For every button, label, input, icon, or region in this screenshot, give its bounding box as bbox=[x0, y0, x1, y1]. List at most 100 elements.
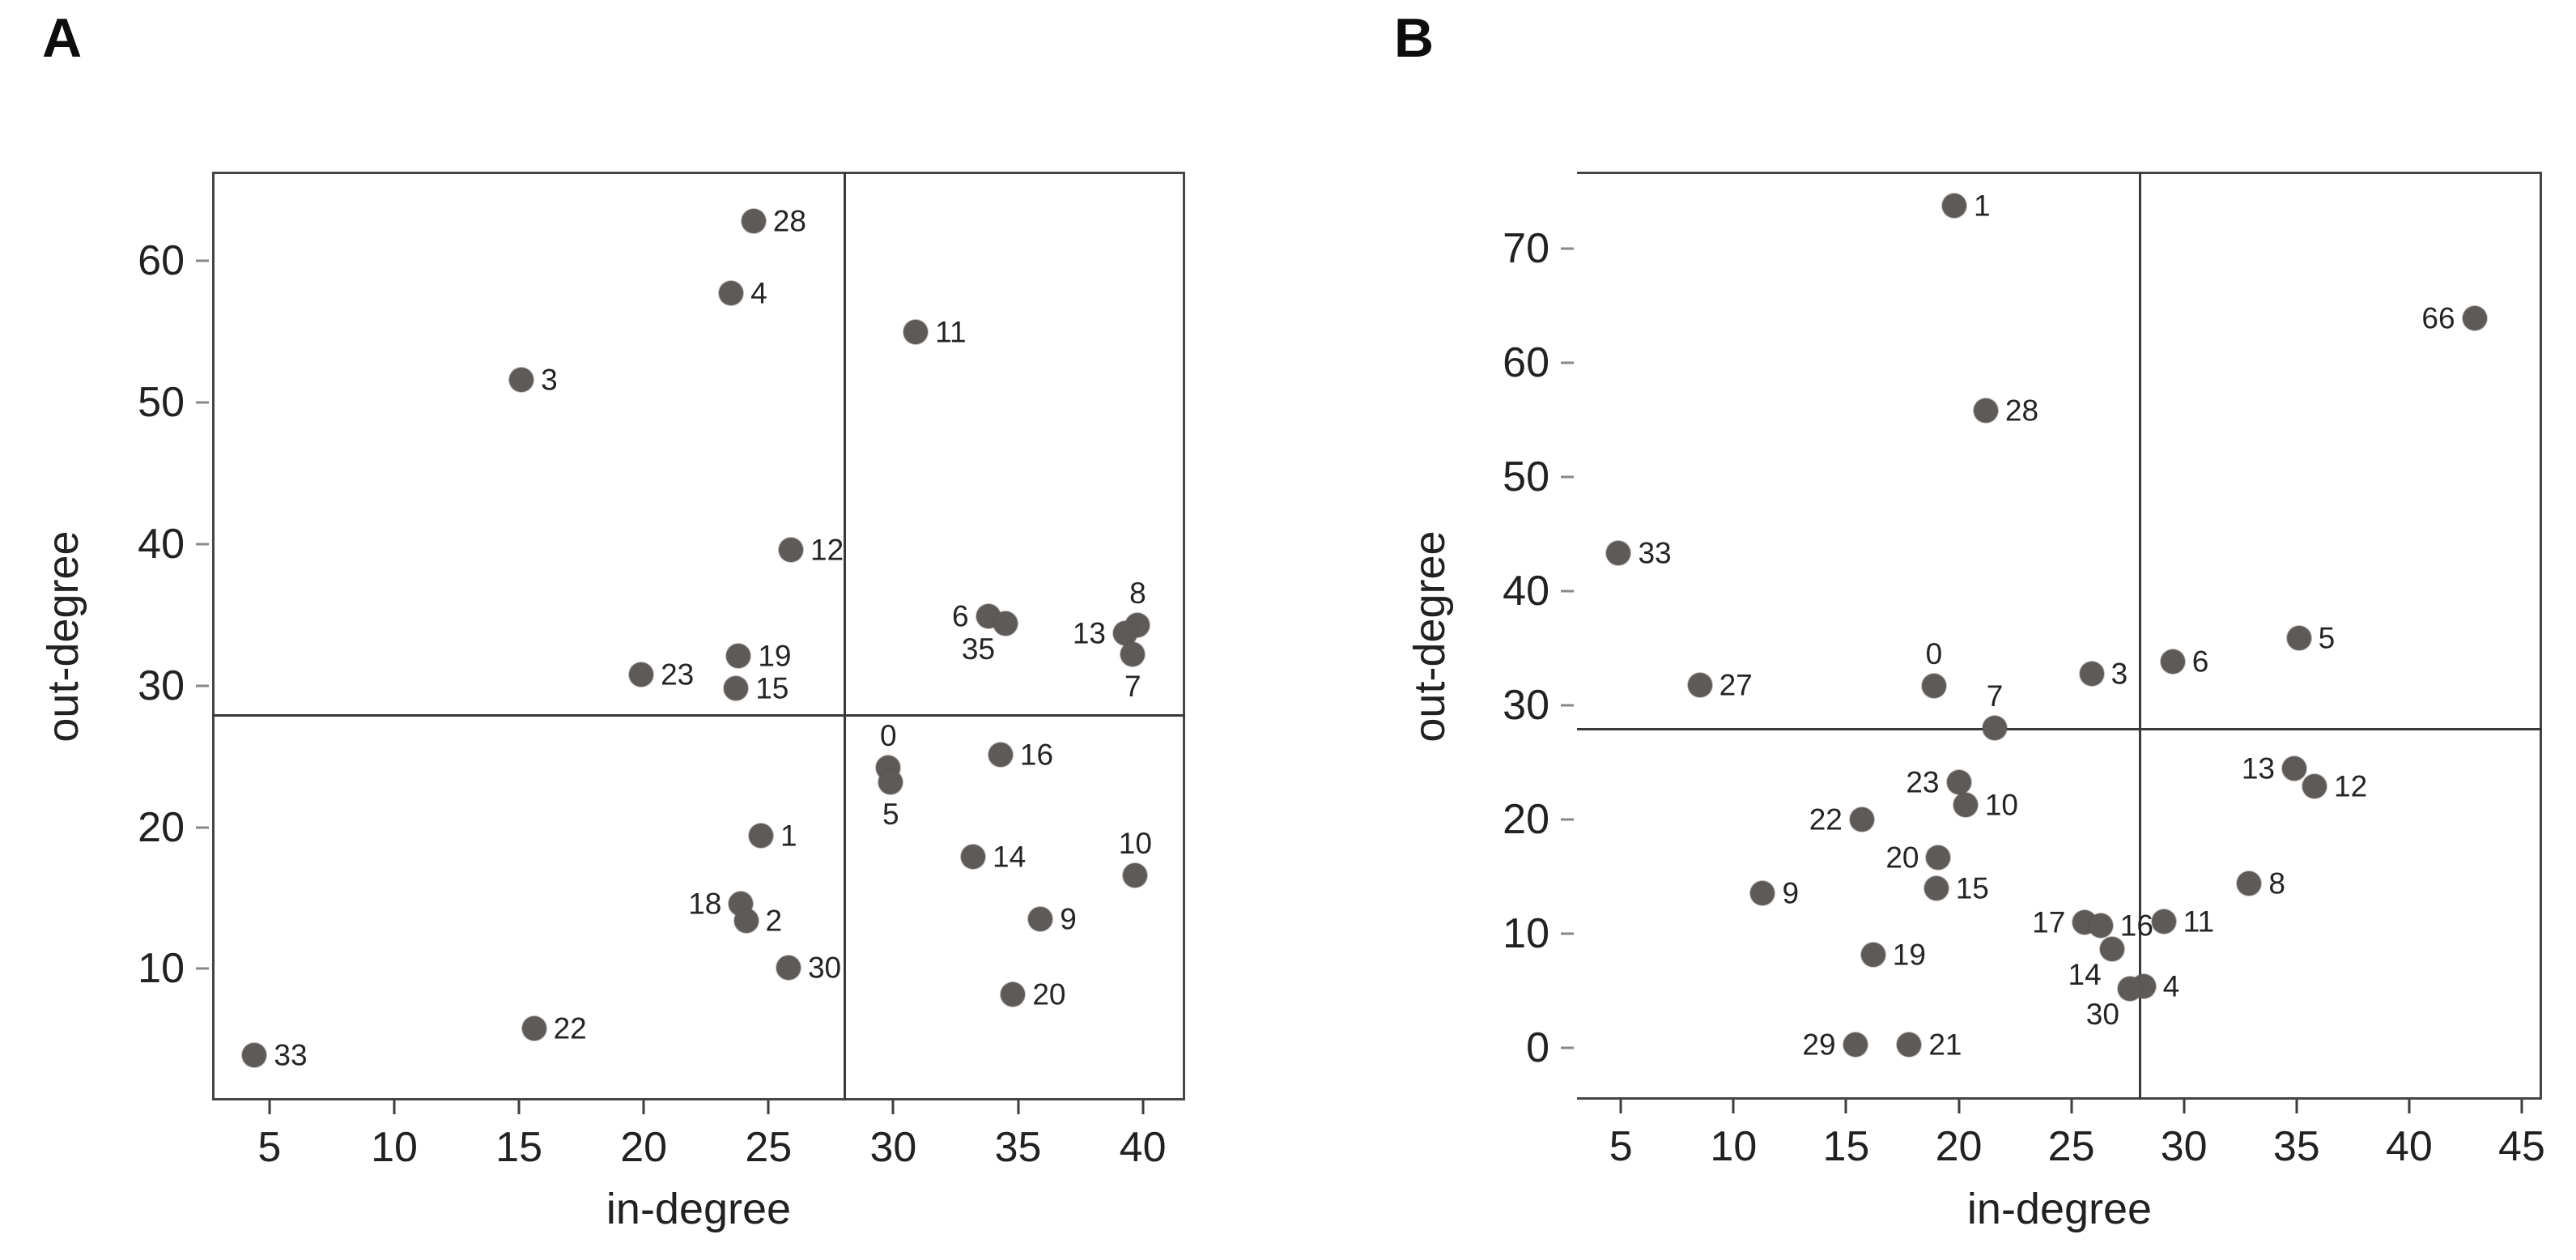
x-tick-a bbox=[393, 1100, 396, 1114]
scatter-point bbox=[2282, 756, 2306, 781]
scatter-point bbox=[741, 209, 766, 234]
point-label: 12 bbox=[2334, 769, 2368, 803]
x-tick-a bbox=[767, 1100, 770, 1114]
scatter-point bbox=[629, 662, 654, 687]
panel-letter-a: A bbox=[42, 7, 83, 69]
point-label: 2 bbox=[765, 904, 783, 938]
x-axis-title-a: in-degree bbox=[606, 1185, 792, 1233]
point-label: 3 bbox=[541, 363, 558, 397]
scatter-point bbox=[2151, 909, 2176, 934]
point-label: 29 bbox=[1802, 1028, 1836, 1062]
y-tick-label-b: 50 bbox=[1503, 453, 1549, 500]
point-label: 9 bbox=[1782, 876, 1800, 910]
y-tick-b bbox=[1561, 590, 1574, 593]
scatter-point bbox=[1028, 907, 1053, 932]
point-label: 15 bbox=[755, 671, 789, 705]
scatter-point bbox=[242, 1043, 267, 1068]
scatter-point bbox=[1860, 942, 1885, 967]
point-label: 14 bbox=[993, 840, 1027, 874]
point-label: 14 bbox=[2068, 957, 2102, 991]
scatter-point bbox=[1113, 621, 1138, 645]
x-tick-label-a: 15 bbox=[495, 1124, 542, 1171]
scatter-point bbox=[1926, 845, 1951, 870]
point-label: 35 bbox=[961, 632, 996, 666]
point-label: 33 bbox=[274, 1038, 308, 1072]
y-tick-a bbox=[196, 401, 209, 404]
point-label: 7 bbox=[1124, 670, 1141, 704]
point-label: 28 bbox=[772, 204, 806, 238]
y-axis-title-b: out-degree bbox=[1405, 530, 1454, 743]
y-tick-b bbox=[1561, 247, 1574, 250]
scatter-point bbox=[2079, 661, 2104, 686]
point-label: 17 bbox=[2032, 905, 2066, 939]
scatter-point bbox=[1953, 792, 1978, 817]
quadrant-line-vertical-b bbox=[2139, 172, 2142, 1100]
point-label: 33 bbox=[1638, 536, 1672, 570]
scatter-point bbox=[749, 824, 774, 849]
x-tick-label-b: 25 bbox=[2047, 1123, 2095, 1170]
x-tick-label-b: 20 bbox=[1935, 1123, 1983, 1170]
point-label: 12 bbox=[810, 533, 844, 567]
scatter-point bbox=[1923, 875, 1949, 900]
y-tick-a bbox=[196, 967, 209, 970]
point-label: 5 bbox=[882, 797, 899, 831]
point-label: 8 bbox=[1129, 576, 1146, 610]
x-tick-a bbox=[268, 1100, 271, 1114]
x-tick-label-a: 30 bbox=[869, 1124, 917, 1171]
x-tick-a bbox=[517, 1100, 521, 1114]
point-label: 22 bbox=[553, 1011, 587, 1045]
point-label: 21 bbox=[1928, 1028, 1962, 1062]
scatter-point bbox=[1849, 807, 1874, 832]
scatter-point bbox=[2462, 305, 2487, 330]
plot-area-b bbox=[1577, 172, 2542, 1100]
y-tick-label-a: 20 bbox=[138, 803, 185, 851]
x-tick-b bbox=[2183, 1100, 2186, 1113]
scatter-point bbox=[724, 676, 749, 701]
point-label: 4 bbox=[750, 276, 767, 310]
scatter-point bbox=[1973, 398, 1998, 423]
quadrant-line-horizontal-a bbox=[212, 713, 1185, 717]
scatter-point bbox=[776, 955, 801, 980]
point-label: 28 bbox=[2004, 394, 2039, 428]
x-tick-label-b: 30 bbox=[2160, 1123, 2208, 1170]
point-label: 1 bbox=[780, 819, 797, 853]
scatter-point bbox=[726, 643, 751, 668]
x-tick-label-a: 10 bbox=[371, 1124, 418, 1171]
x-tick-b bbox=[1732, 1100, 1735, 1113]
panel-letter-b: B bbox=[1394, 7, 1435, 69]
y-tick-a bbox=[196, 543, 209, 546]
point-label: 20 bbox=[1885, 841, 1919, 875]
x-tick-b bbox=[1619, 1100, 1622, 1113]
point-label: 23 bbox=[1906, 765, 1940, 799]
y-tick-label-b: 20 bbox=[1503, 796, 1549, 844]
point-label: 8 bbox=[2268, 866, 2285, 900]
x-tick-label-b: 5 bbox=[1609, 1123, 1633, 1170]
point-label: 6 bbox=[951, 599, 969, 633]
point-label: 1 bbox=[1973, 189, 1991, 223]
y-tick-label-b: 60 bbox=[1503, 338, 1549, 386]
point-label: 23 bbox=[661, 658, 695, 692]
x-tick-b bbox=[2408, 1100, 2411, 1113]
point-label: 13 bbox=[1072, 616, 1107, 650]
point-label: 10 bbox=[1984, 788, 2019, 822]
x-tick-a bbox=[642, 1100, 645, 1114]
scatter-point bbox=[903, 319, 929, 344]
x-tick-b bbox=[2295, 1100, 2298, 1113]
y-tick-label-b: 70 bbox=[1503, 224, 1549, 272]
y-tick-label-b: 0 bbox=[1526, 1024, 1549, 1072]
x-tick-b bbox=[2520, 1100, 2523, 1113]
y-tick-b bbox=[1561, 1046, 1574, 1049]
point-label: 19 bbox=[758, 639, 792, 673]
quadrant-line-horizontal-b bbox=[1577, 728, 2542, 731]
scatter-point bbox=[733, 908, 759, 933]
y-tick-label-a: 50 bbox=[138, 379, 185, 426]
scatter-point bbox=[779, 537, 804, 562]
point-label: 3 bbox=[2111, 657, 2128, 691]
scatter-point bbox=[2302, 774, 2327, 799]
scatter-point bbox=[2160, 649, 2185, 675]
x-tick-label-a: 25 bbox=[745, 1124, 793, 1171]
scatter-point bbox=[961, 845, 986, 870]
scatter-point bbox=[2099, 936, 2124, 961]
